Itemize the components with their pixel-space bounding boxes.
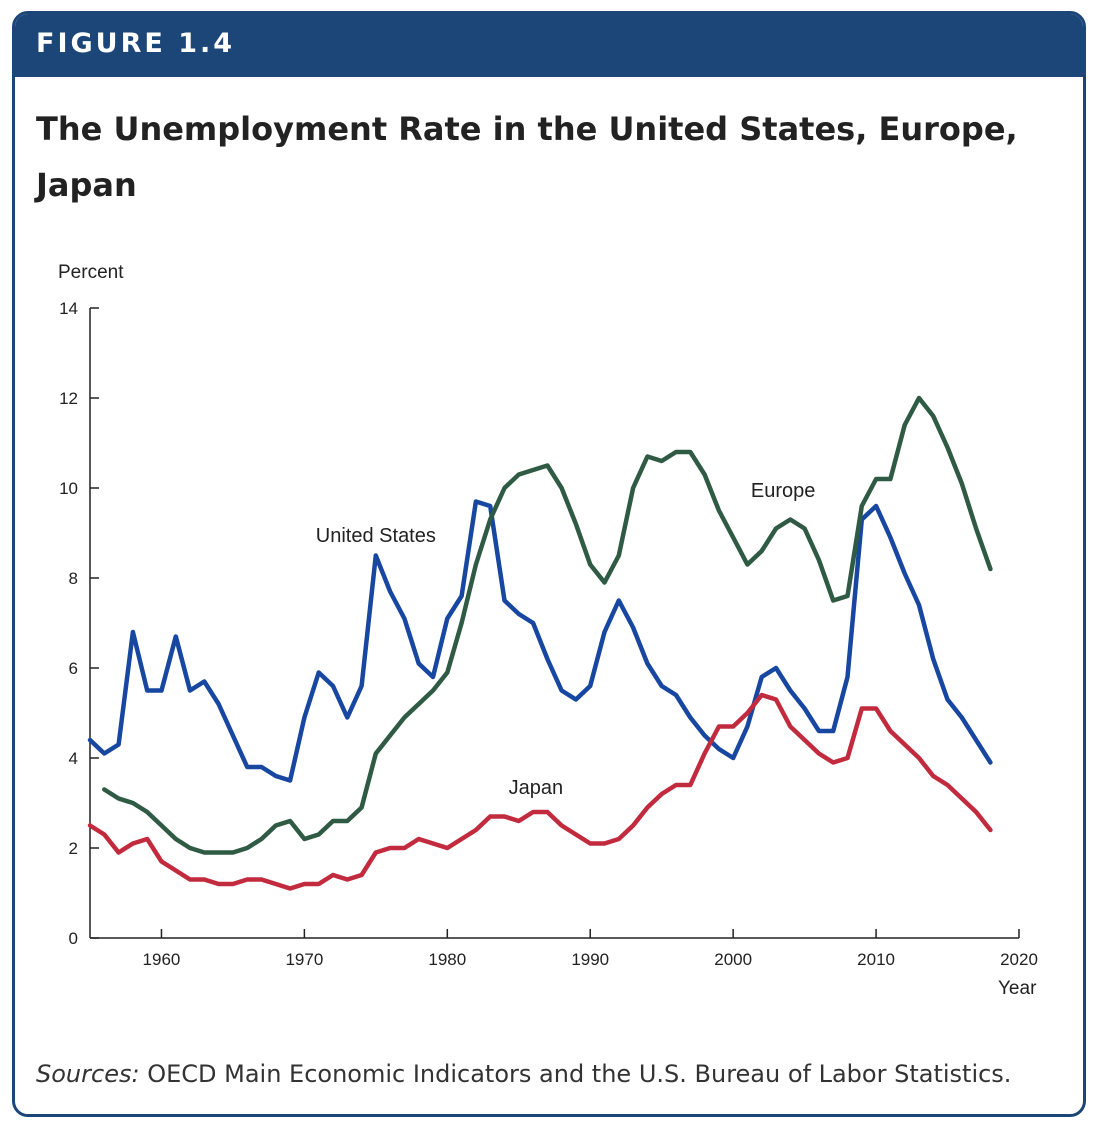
series-layer [87, 395, 993, 891]
series-line-japan [87, 692, 993, 891]
y-axis-title: Percent [58, 262, 124, 283]
chart-title: The Unemployment Rate in the United Stat… [36, 110, 1018, 204]
x-axis: 1960 1970 1980 1990 2000 2010 2020 Year [90, 929, 1038, 999]
y-tick-label: 8 [69, 569, 78, 588]
series-label: United States [316, 525, 436, 547]
y-tick-label: 2 [69, 839, 78, 858]
y-tick-label: 6 [69, 659, 78, 678]
series-label: Europe [751, 480, 816, 502]
source-lead: Sources: [36, 1060, 140, 1088]
x-axis-title: Year [998, 978, 1037, 999]
y-tick-label: 12 [59, 389, 78, 408]
source-text: OECD Main Economic Indicators and the U.… [147, 1060, 1012, 1088]
x-tick-label: 2000 [714, 950, 752, 969]
figure-card: FIGURE 1.4 The Unemployment Rate in the … [12, 11, 1086, 1117]
source-note: Sources: OECD Main Economic Indicators a… [36, 1060, 1011, 1088]
figure-banner: FIGURE 1.4 [15, 14, 1083, 77]
annotation-layer: United States Europe Japan [316, 480, 816, 799]
y-tick-label: 4 [69, 749, 78, 768]
x-tick-label: 1980 [428, 950, 466, 969]
x-ticks: 1960 1970 1980 1990 2000 2010 2020 [143, 929, 1038, 969]
y-tick-label: 0 [69, 929, 78, 948]
x-tick-label: 1990 [571, 950, 609, 969]
x-tick-label: 1960 [143, 950, 181, 969]
y-ticks: 0 2 4 6 8 10 12 14 [59, 299, 99, 948]
y-tick-label: 14 [59, 299, 78, 318]
series-label: Japan [509, 777, 564, 799]
series-line-europe [102, 395, 993, 855]
y-tick-label: 10 [59, 479, 78, 498]
series-line-united-states [87, 499, 993, 783]
x-tick-label: 2010 [857, 950, 895, 969]
figure-label: FIGURE 1.4 [36, 28, 236, 59]
x-tick-label: 2020 [1000, 950, 1038, 969]
y-axis: 0 2 4 6 8 10 12 14 Percent [58, 262, 124, 948]
x-tick-label: 1970 [285, 950, 323, 969]
